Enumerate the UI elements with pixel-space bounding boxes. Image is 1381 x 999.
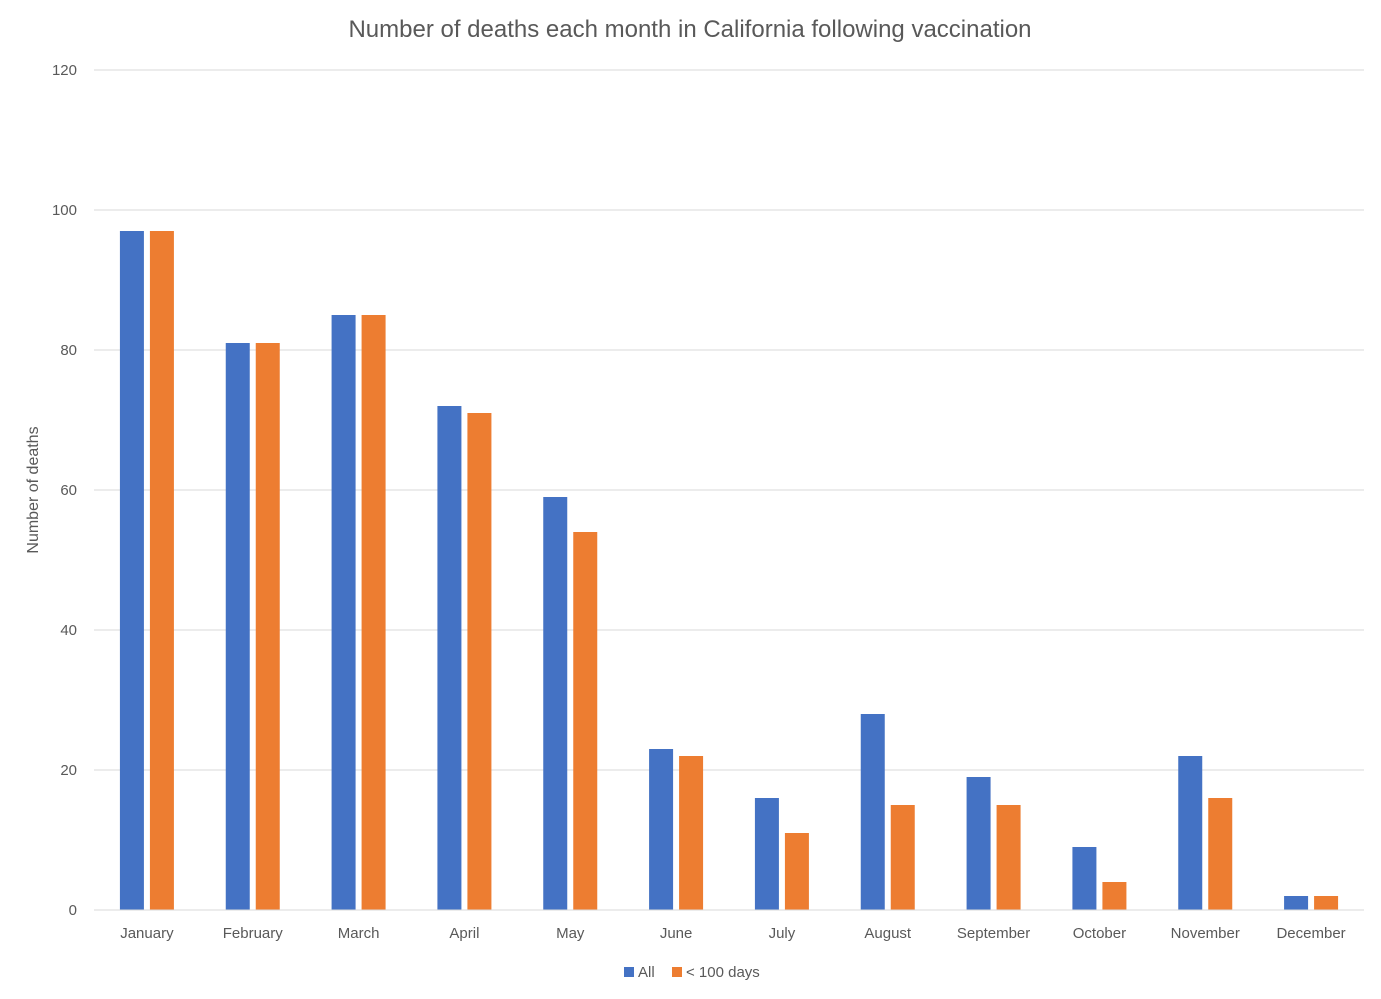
bar-all-october	[1072, 847, 1097, 910]
bar-under-100-days-june	[679, 756, 704, 910]
legend: All < 100 days	[624, 964, 760, 981]
x-tick-label: January	[120, 925, 174, 942]
x-tick-label: July	[769, 925, 796, 942]
gridlines	[94, 69, 1364, 771]
bar-under-100-days-january	[149, 231, 174, 910]
legend-swatch	[672, 967, 682, 977]
y-tick-label: 20	[60, 762, 77, 779]
bar-all-july	[754, 798, 779, 910]
y-tick-label: 0	[69, 902, 77, 919]
x-tick-label: March	[338, 925, 380, 942]
x-tick-label: October	[1073, 925, 1126, 942]
bar-all-september	[966, 777, 991, 910]
bar-all-january	[119, 231, 144, 910]
bar-under-100-days-february	[255, 343, 280, 910]
bar-all-april	[437, 406, 462, 910]
y-tick-label: 40	[60, 622, 77, 639]
bar-all-february	[225, 343, 250, 910]
bar-under-100-days-december	[1314, 896, 1339, 910]
x-tick-label: May	[556, 925, 585, 942]
bar-under-100-days-april	[467, 413, 492, 910]
y-tick-label: 100	[52, 202, 77, 219]
bar-all-may	[543, 497, 568, 910]
chart-title: Number of deaths each month in Californi…	[348, 16, 1031, 43]
bar-all-march	[331, 315, 356, 910]
y-axis-ticks: 0 20 40 60 80 100 120	[52, 62, 77, 919]
y-tick-label: 60	[60, 482, 77, 499]
x-tick-label: August	[864, 925, 912, 942]
x-tick-label: November	[1171, 925, 1240, 942]
bar-under-100-days-september	[996, 805, 1021, 910]
bar-under-100-days-march	[361, 315, 386, 910]
bar-all-august	[860, 714, 885, 910]
bar-all-december	[1284, 896, 1309, 910]
y-tick-label: 80	[60, 342, 77, 359]
bar-under-100-days-may	[573, 532, 598, 910]
bar-under-100-days-july	[784, 833, 809, 910]
x-tick-label: September	[957, 925, 1030, 942]
bar-under-100-days-august	[890, 805, 915, 910]
x-tick-label: June	[660, 925, 693, 942]
x-tick-label: April	[449, 925, 479, 942]
x-axis-ticks: January February March April May June July Augu…	[120, 925, 1345, 942]
legend-label: All	[638, 964, 655, 981]
bars	[119, 231, 1339, 910]
legend-swatch	[624, 967, 634, 977]
bar-under-100-days-october	[1102, 882, 1127, 910]
y-axis-label: Number of deaths	[25, 426, 42, 553]
x-tick-label: December	[1276, 925, 1345, 942]
y-tick-label: 120	[52, 62, 77, 79]
bar-all-june	[649, 749, 674, 910]
legend-label: < 100 days	[686, 964, 760, 981]
bar-all-november	[1178, 756, 1203, 910]
x-tick-label: February	[223, 925, 284, 942]
bar-under-100-days-november	[1208, 798, 1233, 910]
